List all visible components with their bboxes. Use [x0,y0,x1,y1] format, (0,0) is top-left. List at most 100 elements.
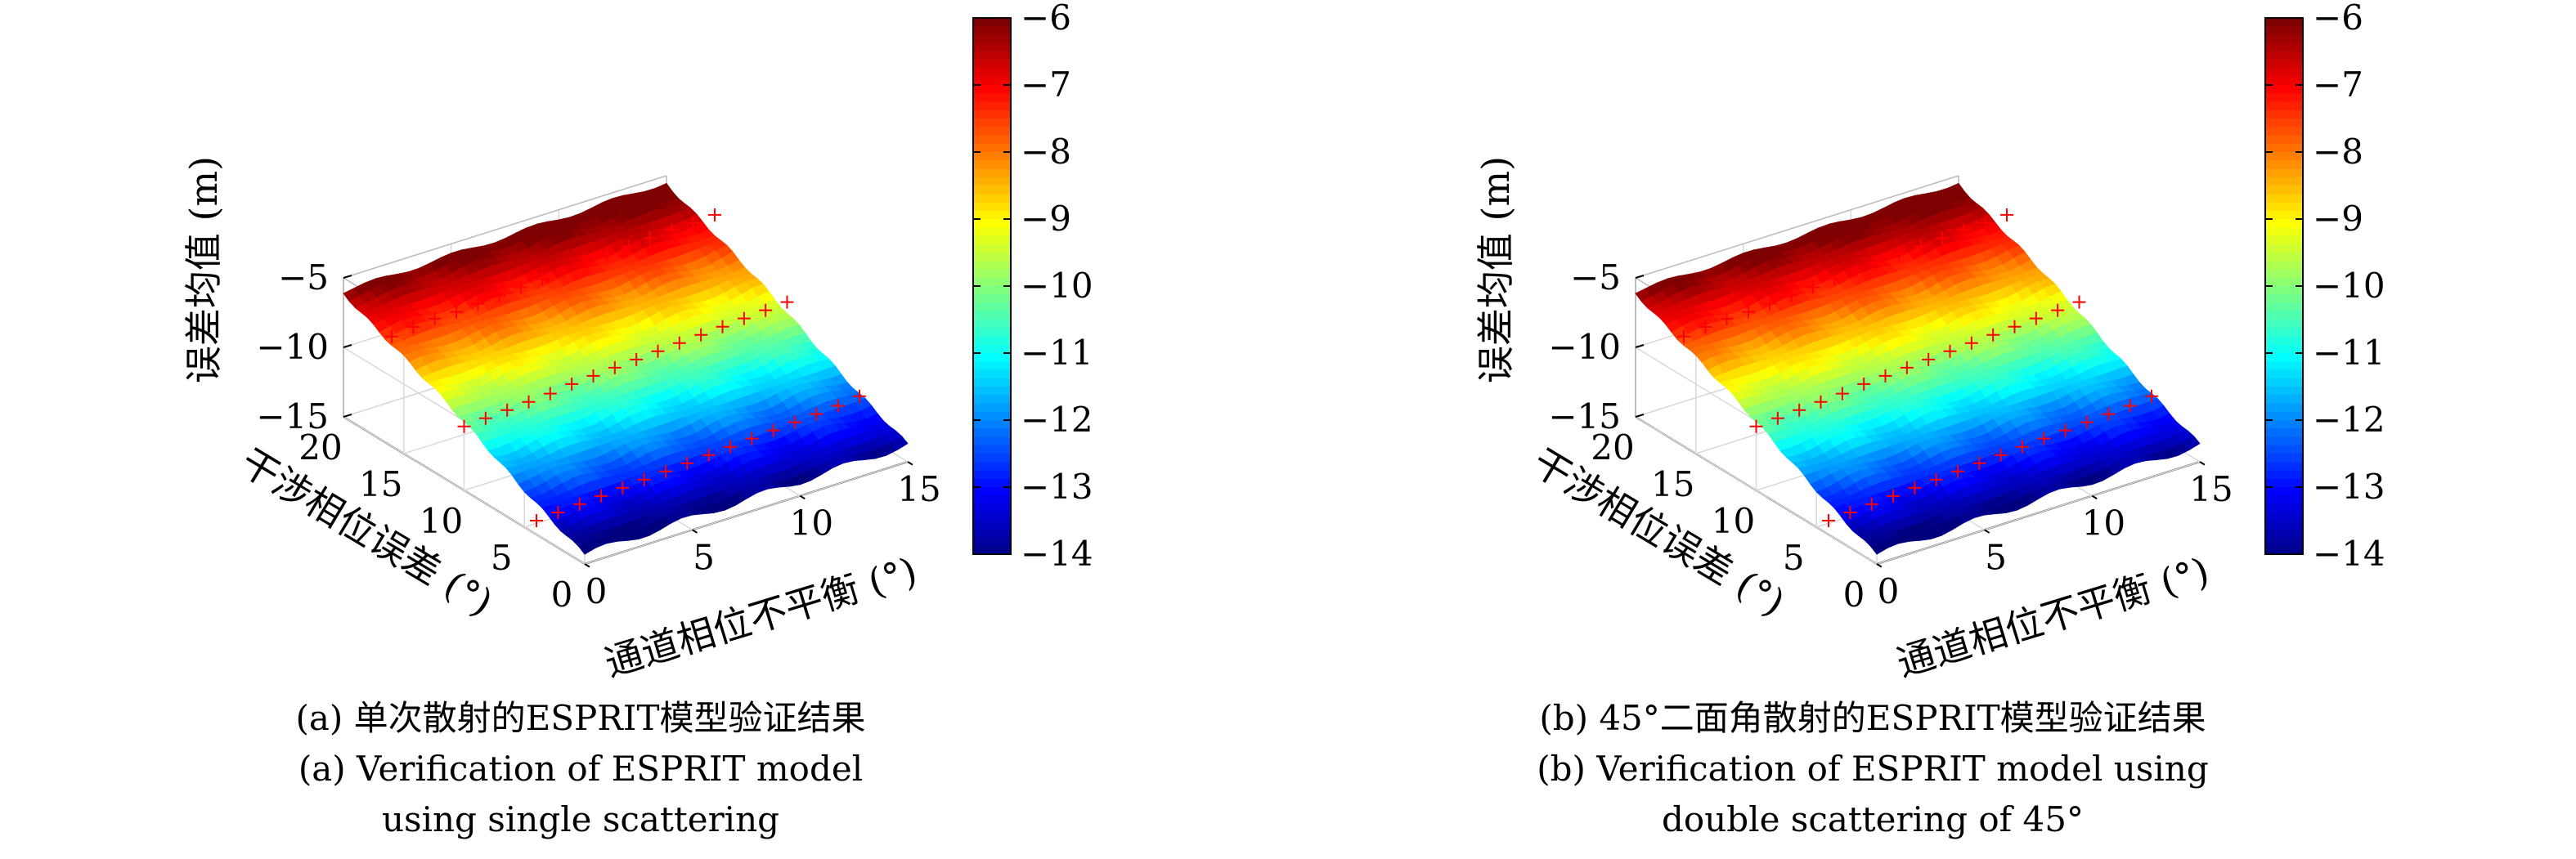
data-marker [1793,403,1806,417]
colorbar-segment [2265,320,2303,329]
colorbar-segment [2265,411,2303,421]
colorbar-tick-label: −6 [2313,0,2363,38]
data-marker [1957,223,1971,237]
caption-b-line3: double scattering of 45° [1662,799,2084,839]
y-tick-label: 20 [1591,427,1634,468]
colorbar-segment [2265,361,2303,371]
colorbar-segment [973,76,1011,86]
data-marker [1887,489,1900,503]
colorbar-segment [973,387,1011,396]
colorbar-segment [2265,110,2303,119]
y-tick-label: 10 [1712,501,1755,541]
z-tick-label: −5 [1570,257,1621,298]
colorbar-tick-label: −13 [1021,467,1093,507]
grid-line [343,175,667,279]
colorbar-segment [973,395,1011,405]
colorbar-tick-label: −14 [2313,534,2385,574]
colorbar-segment [973,320,1011,329]
colorbar-segment [2265,219,2303,228]
data-marker [766,423,780,437]
colorbar-segment [2265,462,2303,472]
data-marker [608,360,622,374]
data-marker [651,344,665,358]
caption-a: (a) 单次散射的ESPRIT模型验证结果 (a) Verification o… [147,693,1014,845]
caption-b-line2: (b) Verification of ESPRIT model using [1537,749,2209,789]
colorbar-segment [2265,302,2303,312]
colorbar-tick-label: −12 [1021,400,1093,440]
colorbar-segment [2265,85,2303,94]
z-tick [343,275,352,279]
x-tick [2199,461,2206,466]
colorbar-segment [973,152,1011,161]
colorbar-segment [973,411,1011,421]
colorbar-segment [2265,344,2303,354]
data-marker [2016,440,2029,454]
data-marker [788,415,801,429]
data-marker [557,264,571,278]
colorbar-segment [2265,495,2303,505]
colorbar-segment [2265,68,2303,78]
colorbar-segment [2265,328,2303,338]
data-marker [745,432,759,445]
colorbar-segment [973,420,1011,429]
data-marker [644,231,657,245]
colorbar-segment [973,160,1011,170]
data-marker [2058,423,2072,437]
colorbar-segment [2265,244,2303,253]
data-marker [514,280,527,294]
data-marker [1986,328,2000,342]
colorbar-segment [2265,127,2303,136]
colorbar-segment [973,18,1011,27]
data-marker [680,456,694,470]
colorbar-segment [973,286,1011,295]
data-marker [1865,497,1878,511]
z-tick [343,344,352,348]
data-marker [831,399,845,413]
colorbar-segment [973,529,1011,539]
x-tick [1876,563,1883,568]
data-marker [500,403,514,417]
colorbar: −6 −7 −8 −9 −10 −11 −12 −13 −14 [2264,0,2385,574]
colorbar-segment [973,244,1011,253]
surface-plot [1635,182,2201,555]
colorbar-segment [2265,286,2303,295]
y-tick-label: 15 [1651,464,1694,504]
data-marker [2037,432,2051,445]
colorbar-segment [973,210,1011,220]
colorbar-segment [973,495,1011,505]
colorbar-tick-label: −14 [1021,534,1093,574]
data-marker [672,336,686,350]
data-marker [1943,344,1957,358]
colorbar-segment [973,545,1011,555]
caption-b: (b) 45°二面角散射的ESPRIT模型验证结果 (b) Verificati… [1439,693,2306,845]
data-marker [1878,369,1892,383]
colorbar-segment [973,186,1011,195]
data-marker [1994,448,2008,462]
x-axis-label: 通道相位不平衡 (°) [599,548,922,685]
colorbar-segment [2265,395,2303,405]
data-marker [2051,303,2065,317]
colorbar-segment [973,462,1011,472]
colorbar-tick-label: −8 [2313,132,2363,172]
marker-series [385,208,866,527]
data-marker [659,464,672,478]
colorbar-tick-label: −10 [2313,266,2385,306]
x-tick-label: 5 [693,537,715,577]
data-marker [759,303,773,317]
x-tick-label: 5 [1985,537,2007,577]
data-marker [530,514,543,527]
colorbar-segment [973,85,1011,94]
colorbar-segment [2265,387,2303,396]
data-marker [1763,297,1777,311]
data-marker [450,305,463,319]
x-axis-label: 通道相位不平衡 (°) [1892,548,2214,685]
data-marker [665,223,679,237]
grid-line [1635,175,1959,279]
colorbar-segment [2265,503,2303,513]
colorbar-segment [973,487,1011,496]
x-tick [907,461,913,466]
data-marker [428,311,442,325]
